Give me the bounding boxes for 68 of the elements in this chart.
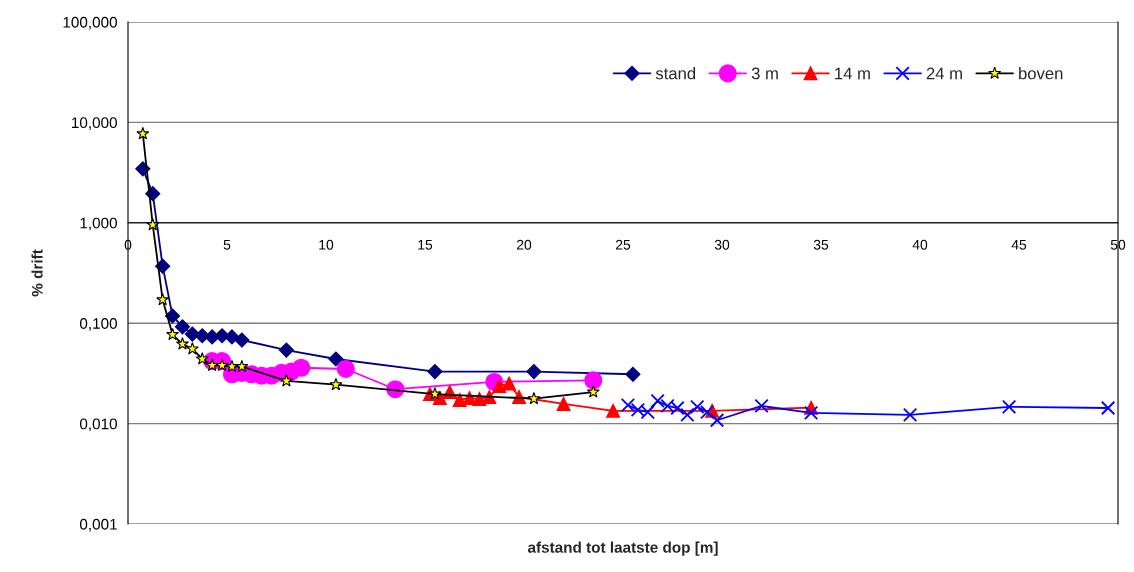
point [174,319,191,335]
point [584,371,603,390]
x-axis-title: afstand tot laatste dop [m] [527,541,718,556]
point [680,407,695,423]
point [527,391,541,405]
point [902,407,918,423]
legend-label: stand [655,67,696,80]
point [292,358,311,377]
point [215,358,229,372]
x-tick-label: 40 [912,239,928,250]
y-axis-title: % drift [31,249,43,297]
point [586,385,600,398]
point [620,397,636,413]
point [650,393,665,409]
point [225,359,239,373]
y-tick-label: 10,000 [72,117,117,130]
point [279,374,293,387]
x-tick-label: 15 [418,239,433,250]
point [278,342,294,358]
y-tick-label: 0,001 [79,518,117,532]
point [184,326,200,342]
x-tick-label: 5 [223,239,231,250]
legend-label: boven [1019,67,1063,80]
point [690,399,705,414]
x-tick-label: 30 [714,239,730,250]
legend-label: 24 m [926,67,962,80]
point [175,337,189,350]
legend-label: 3 m [751,67,778,80]
point [195,352,209,365]
x-tick-label: 10 [319,239,334,250]
point [803,405,819,420]
legend-label: 14 m [835,67,870,80]
x-tick-label: 45 [1011,239,1027,250]
point [166,327,180,341]
y-tick-label: 0,100 [79,318,117,331]
point [156,293,170,306]
point [214,328,230,344]
point [625,366,641,382]
point [155,258,171,274]
point [556,396,571,411]
x-tick-label: 20 [516,239,532,250]
point [205,358,219,372]
point [1001,399,1017,414]
point [1100,400,1116,416]
point [427,363,443,380]
point [502,376,517,391]
point [146,218,160,231]
y-tick-label: 1,000 [80,217,117,231]
point [234,332,250,348]
point [606,403,621,418]
x-tick-label: 35 [813,239,829,250]
y-tick-label: 100,000 [63,16,117,30]
point [235,359,249,373]
y-tick-label: 0,010 [79,418,117,432]
point [164,308,181,324]
point [526,363,542,380]
point [185,342,199,355]
x-tick-label: 25 [615,239,631,250]
point [136,126,150,140]
point [699,405,715,420]
point [328,351,344,367]
point [709,413,725,428]
point [428,387,442,400]
point [329,377,343,391]
point [754,398,769,414]
point [492,379,507,393]
point [336,359,355,379]
point [452,393,467,407]
